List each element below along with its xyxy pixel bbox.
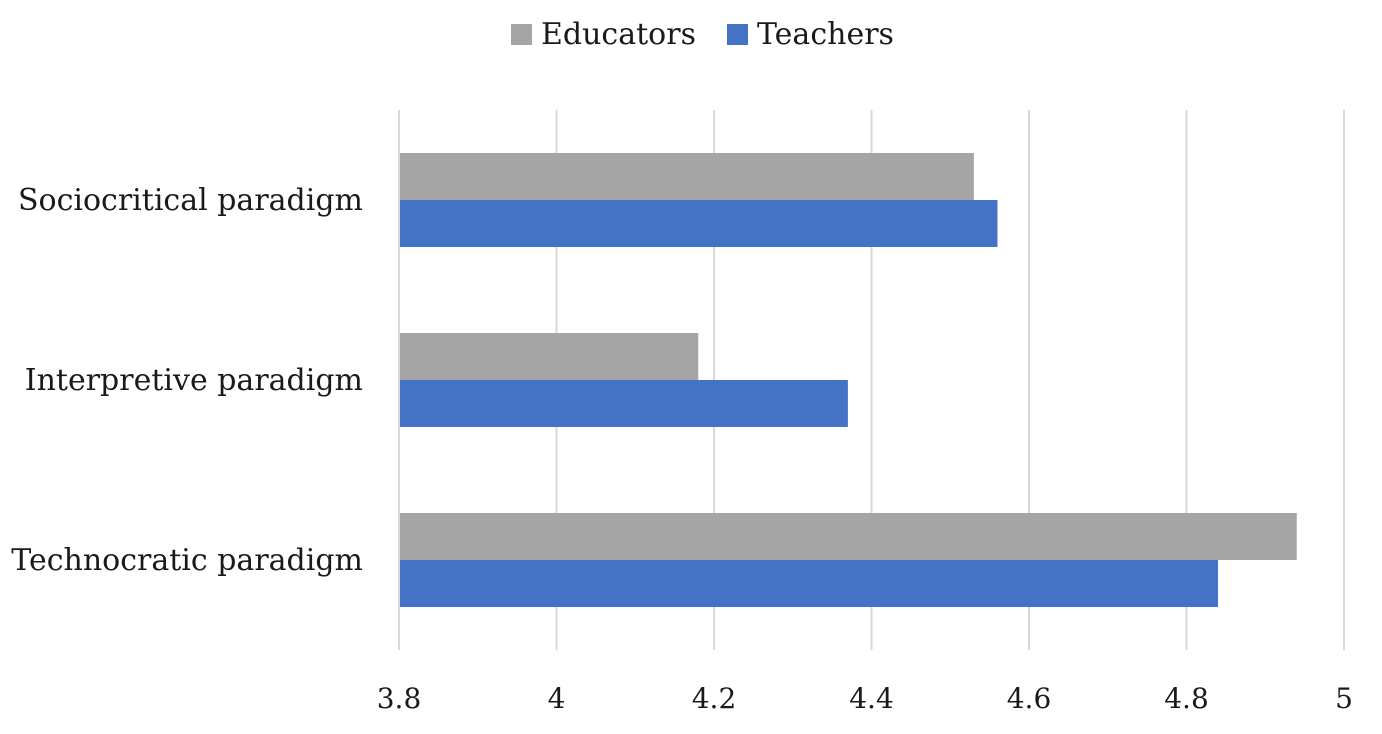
category-labels: Sociocritical paradigm Interpretive parad… <box>11 183 363 578</box>
legend-swatch-educators <box>511 24 532 45</box>
category-label: Sociocritical paradigm <box>18 183 363 218</box>
bar-educators-interpretive-paradigm <box>400 333 699 380</box>
bar-teachers-technocratic-paradigm <box>400 560 1218 607</box>
category-label: Interpretive paradigm <box>25 363 363 398</box>
x-tick-label: 4.4 <box>849 682 894 715</box>
category-label: Technocratic paradigm <box>11 543 363 578</box>
bar-educators-technocratic-paradigm <box>400 513 1297 560</box>
x-tick-label: 5 <box>1335 682 1353 715</box>
bar-teachers-interpretive-paradigm <box>400 380 848 427</box>
x-axis-tick-labels: 3.8 4 4.2 4.4 4.6 4.8 5 <box>377 682 1353 715</box>
legend-label-teachers: Teachers <box>757 17 894 52</box>
x-tick-label: 4.2 <box>692 682 737 715</box>
legend: Educators Teachers <box>511 17 894 52</box>
bar-educators-sociocritical-paradigm <box>400 153 974 200</box>
x-tick-label: 3.8 <box>377 682 422 715</box>
x-tick-label: 4.8 <box>1164 682 1209 715</box>
x-tick-label: 4 <box>548 682 566 715</box>
bars <box>400 153 1297 607</box>
legend-label-educators: Educators <box>541 17 696 52</box>
legend-swatch-teachers <box>727 24 748 45</box>
x-tick-label: 4.6 <box>1007 682 1052 715</box>
bar-teachers-sociocritical-paradigm <box>400 200 998 247</box>
